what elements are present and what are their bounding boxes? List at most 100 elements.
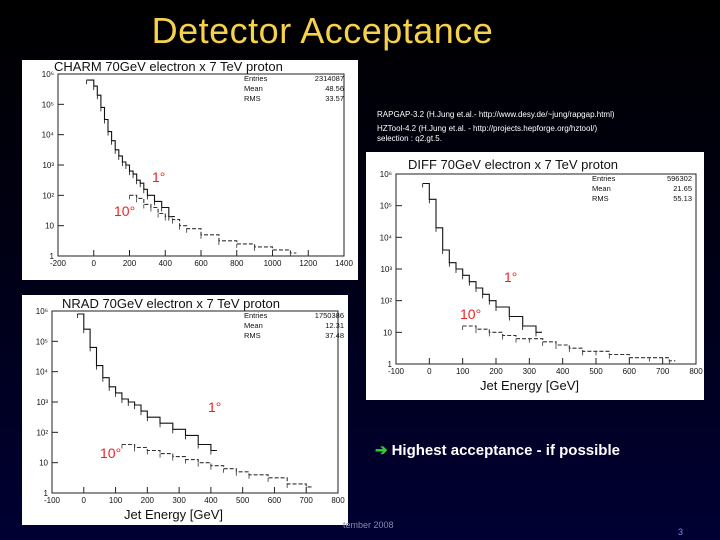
stat-rms-label: RMS bbox=[592, 194, 609, 203]
y-tick-label: 10⁶ bbox=[380, 170, 392, 179]
x-tick-label: 600 bbox=[623, 367, 637, 376]
stat-rms-label: RMS bbox=[244, 331, 261, 340]
x-tick-label: 400 bbox=[159, 259, 173, 268]
x-tick-label: 700 bbox=[656, 367, 670, 376]
y-tick-label: 10⁵ bbox=[380, 202, 392, 211]
diff-chart-title: DIFF 70GeV electron x 7 TeV proton bbox=[408, 157, 619, 172]
highlight-text: Highest acceptance - if possible bbox=[391, 442, 620, 459]
x-tick-label: -100 bbox=[388, 367, 405, 376]
x-tick-label: 300 bbox=[523, 367, 537, 376]
y-tick-label: 10² bbox=[36, 428, 48, 437]
stat-entries-label: Entries bbox=[592, 174, 616, 183]
charm-histogram: -200 0 200 400 600 800 1000 1200 1400 1 10 10² 10³ 10… bbox=[42, 70, 354, 268]
stat-rms-label: RMS bbox=[244, 94, 261, 103]
y-tick-label: 10⁶ bbox=[36, 307, 48, 316]
y-tick-label: 10³ bbox=[42, 161, 54, 170]
nrad-stats-box: Entries 1750386 Mean 12.31 RMS 37.48 bbox=[244, 311, 344, 341]
y-tick-label: 10⁴ bbox=[36, 368, 49, 377]
stat-mean-value: 21.65 bbox=[673, 184, 692, 193]
y-tick-label: 10³ bbox=[380, 265, 392, 274]
x-tick-label: 800 bbox=[331, 496, 345, 505]
slide-title: Detector Acceptance bbox=[151, 10, 494, 51]
nrad-x-axis-label: Jet Energy [GeV] bbox=[124, 507, 223, 522]
x-tick-label: 0 bbox=[427, 367, 432, 376]
x-tick-label: 200 bbox=[123, 259, 137, 268]
rapgap-reference-note: RAPGAP-3.2 (H.Jung et.al.- http://www.de… bbox=[377, 110, 615, 119]
charm-chart-title: CHARM 70GeV electron x 7 TeV proton bbox=[54, 60, 283, 74]
diff-angle-1deg-label: 1° bbox=[504, 269, 518, 285]
x-tick-label: 200 bbox=[141, 496, 155, 505]
stat-entries-value: 2314087 bbox=[314, 74, 344, 83]
y-tick-label: 10⁵ bbox=[42, 100, 54, 109]
stat-rms-value: 33.57 bbox=[325, 94, 344, 103]
x-tick-label: 800 bbox=[230, 259, 244, 268]
y-tick-label: 10⁶ bbox=[42, 70, 54, 79]
y-tick-label: 10² bbox=[42, 191, 54, 200]
selection-note: selection : q2.gt.5. bbox=[377, 134, 442, 143]
y-tick-label: 10 bbox=[39, 459, 48, 468]
arrow-right-icon: ➔ bbox=[375, 442, 388, 459]
x-tick-label: 500 bbox=[589, 367, 603, 376]
x-tick-label: 700 bbox=[300, 496, 314, 505]
diff-angle-10deg-label: 10° bbox=[460, 306, 482, 322]
footer-date: tember 2008 bbox=[343, 520, 394, 530]
x-tick-label: 0 bbox=[92, 259, 97, 268]
series-step-1deg bbox=[422, 182, 542, 333]
nrad-angle-10deg-label: 10° bbox=[100, 445, 122, 461]
charm-angle-1deg-label: 1° bbox=[152, 169, 166, 185]
nrad-angle-1deg-label: 1° bbox=[208, 399, 222, 415]
diff-histogram-panel: -100 0 100 200 300 400 500 600 700 800 1 10 10² 10³ 10… bbox=[366, 152, 704, 400]
charm-stats-box: Entries 2314087 Mean 48.56 RMS 33.57 bbox=[244, 74, 344, 104]
highlight-statement: ➔ Highest acceptance - if possible bbox=[375, 441, 620, 459]
nrad-histogram-panel: -100 0 100 200 300 400 500 600 700 800 1 10 10² 10³ 10… bbox=[22, 295, 348, 525]
stat-entries-value: 1750386 bbox=[314, 311, 344, 320]
stat-entries-value: 596302 bbox=[666, 174, 692, 183]
y-tick-label: 1 bbox=[44, 489, 49, 498]
stat-mean-label: Mean bbox=[244, 321, 263, 330]
x-tick-label: 1400 bbox=[335, 259, 353, 268]
charm-histogram-panel: -200 0 200 400 600 800 1000 1200 1400 1 10 10² 10³ 10… bbox=[22, 60, 358, 280]
y-tick-label: 1 bbox=[50, 252, 55, 261]
nrad-histogram: -100 0 100 200 300 400 500 600 700 800 1 10 10² 10³ 10… bbox=[36, 307, 346, 505]
diff-stats-box: Entries 596302 Mean 21.65 RMS 55.13 bbox=[592, 174, 692, 204]
diff-x-axis-label: Jet Energy [GeV] bbox=[480, 378, 579, 393]
x-tick-label: 400 bbox=[204, 496, 218, 505]
x-tick-label: -100 bbox=[44, 496, 61, 505]
hztool-reference-note: HZTool-4.2 (H.Jung et.al. - http://proje… bbox=[377, 124, 598, 133]
x-tick-label: 600 bbox=[268, 496, 282, 505]
stat-mean-label: Mean bbox=[592, 184, 611, 193]
y-tick-label: 10³ bbox=[36, 398, 48, 407]
x-tick-label: 100 bbox=[109, 496, 123, 505]
x-tick-label: 0 bbox=[82, 496, 87, 505]
stat-rms-value: 37.48 bbox=[325, 331, 344, 340]
x-tick-label: 200 bbox=[489, 367, 503, 376]
y-tick-label: 10² bbox=[380, 297, 392, 306]
stat-mean-value: 12.31 bbox=[325, 321, 344, 330]
y-tick-label: 10 bbox=[45, 222, 54, 231]
stat-entries-label: Entries bbox=[244, 74, 268, 83]
y-tick-label: 1 bbox=[388, 360, 393, 369]
series-step-10deg bbox=[462, 325, 676, 362]
charm-angle-10deg-label: 10° bbox=[114, 203, 136, 219]
x-tick-label: 800 bbox=[689, 367, 703, 376]
x-tick-label: 1000 bbox=[264, 259, 282, 268]
series-step-10deg bbox=[129, 194, 297, 254]
diff-histogram: -100 0 100 200 300 400 500 600 700 800 1 10 10² 10³ 10… bbox=[380, 170, 704, 376]
x-tick-label: 600 bbox=[194, 259, 208, 268]
stat-mean-label: Mean bbox=[244, 84, 263, 93]
y-tick-label: 10⁴ bbox=[42, 131, 55, 140]
x-tick-label: -200 bbox=[50, 259, 67, 268]
nrad-chart-title: NRAD 70GeV electron x 7 TeV proton bbox=[62, 296, 280, 311]
stat-entries-label: Entries bbox=[244, 311, 268, 320]
series-step-1deg bbox=[86, 79, 175, 218]
x-tick-label: 300 bbox=[172, 496, 186, 505]
x-tick-label: 500 bbox=[236, 496, 250, 505]
x-tick-label: 1200 bbox=[299, 259, 317, 268]
stat-mean-value: 48.56 bbox=[325, 84, 344, 93]
series-step-10deg bbox=[121, 443, 313, 488]
series-step-1deg bbox=[77, 313, 217, 452]
x-tick-label: 100 bbox=[456, 367, 470, 376]
y-tick-label: 10⁴ bbox=[380, 233, 393, 242]
stat-rms-value: 55.13 bbox=[673, 194, 692, 203]
y-tick-label: 10 bbox=[383, 328, 392, 337]
